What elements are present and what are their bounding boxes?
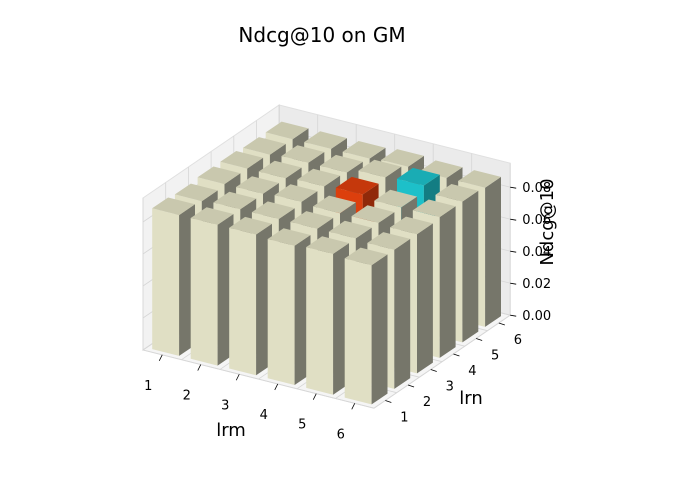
bar-side-face [485,176,501,327]
x-tick [312,393,317,400]
y-tick [385,400,392,403]
bar-top-face [342,141,386,159]
bar-top-face [381,149,424,167]
bar-top-face [435,184,479,202]
bar-top-face [335,176,379,195]
chart-title: Ndcg@10 on GM [238,23,405,47]
bar-side-face [462,190,479,343]
bar-top-face [344,247,388,266]
x-axis-label: lrm [216,420,246,441]
bar-front-face [344,258,372,405]
x-tick-label: 2 [183,389,191,404]
bar-top-face [267,228,311,246]
y-tick-label: 6 [514,333,522,348]
y-tick-label: 4 [468,364,476,379]
bar-side-face [371,254,388,405]
z-tick [510,250,517,253]
y-tick [407,384,415,388]
bar-top-face [458,170,501,188]
bar-front-face [190,218,218,366]
y-tick-label: 3 [446,379,454,394]
x-tick-label: 6 [337,427,345,442]
x-tick [274,383,279,391]
y-tick-label: 1 [400,410,408,425]
bar-top-face [281,145,325,163]
bar-top-face [367,232,411,250]
bar-side-face [417,223,433,374]
bar-top-face [197,166,241,185]
bar-front-face [267,239,295,385]
z-tick [510,218,517,221]
y-tick-label: 5 [491,348,499,363]
bar-top-face [313,195,356,214]
bar-top-face [290,211,334,229]
bar-lrm4-lrn1 [267,228,311,385]
y-tick [453,353,460,357]
bar-top-face [229,216,272,235]
bar-side-face [439,206,456,358]
bar-side-face [394,238,411,389]
x-tick-label: 1 [144,379,152,394]
bar-top-face [412,199,456,218]
z-tick-label: 0.08 [522,181,551,196]
z-tick [510,282,517,285]
bar-lrm2-lrn1 [190,207,234,366]
bar-top-face [320,154,363,173]
bar-front-face [152,208,180,356]
y-axis-label: lrn [459,388,483,409]
z-tick-label: 0.02 [522,277,551,292]
y-tick [498,322,505,326]
x-tick-label: 5 [298,418,306,433]
bar-top-face [358,159,402,178]
z-tick-label: 0.04 [522,245,551,260]
z-tick-label: 0.00 [522,309,551,324]
x-tick [235,374,240,381]
bar-top-face [374,189,418,208]
z-tick-label: 0.06 [522,213,551,228]
bar-top-face [174,183,218,202]
x-tick [158,354,163,362]
z-axis-label: Ndcg@10 [537,178,558,265]
bar-top-face [328,220,372,239]
bar-lrm3-lrn1 [229,216,272,376]
y-tick [476,338,483,341]
bars [152,121,501,405]
bar-top-face [265,121,309,140]
bar-front-face [229,227,257,376]
x-tick [351,403,356,410]
bar-top-face [251,201,295,219]
bar-top-face [152,197,195,216]
y-tick [430,369,437,372]
bar-top-face [397,167,440,186]
bar-top-face [297,168,341,187]
x-tick [197,364,202,371]
bar-top-face [243,137,286,155]
bar-top-face [390,216,433,235]
y-tick-label: 2 [423,395,431,410]
z-tick [510,186,517,189]
z-tick [510,314,517,317]
bar-top-face [351,205,395,223]
bar-lrm6-lrn1 [344,247,388,405]
bar-lrm5-lrn1 [306,236,349,395]
bar-top-face [274,184,318,202]
bar-lrm1-lrn1 [152,197,195,356]
bar-top-face [306,236,349,254]
y-gridline [142,198,375,409]
bar-top-face [213,191,257,210]
bar-top-face [258,160,302,179]
bar-top-face [220,151,264,169]
x-tick-label: 4 [260,408,268,423]
bar-front-face [306,247,334,395]
bar-top-face [304,131,347,149]
bar-top-face [236,176,279,194]
bar-top-face [190,207,234,225]
x-tick-label: 3 [221,398,229,413]
